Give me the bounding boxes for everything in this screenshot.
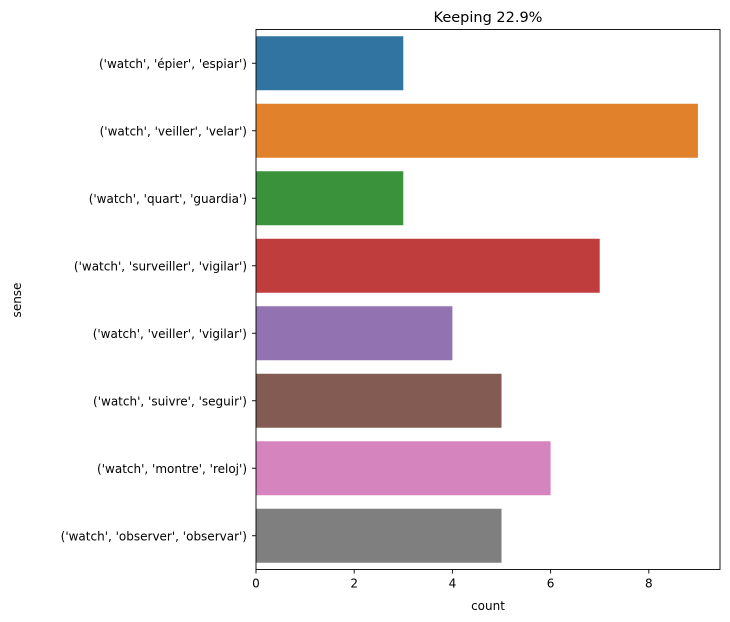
bar-5 — [256, 373, 502, 428]
x-tick-label-2: 4 — [449, 577, 457, 591]
chart-title: Keeping 22.9% — [434, 10, 543, 26]
bar-3 — [256, 238, 600, 293]
bar-0 — [256, 36, 404, 91]
y-tick-label-7: ('watch', 'observer', 'observar') — [61, 529, 247, 543]
bar-6 — [256, 441, 551, 496]
y-tick-label-0: ('watch', 'épier', 'espiar') — [99, 57, 247, 71]
y-tick-label-5: ('watch', 'suivre', 'seguir') — [93, 394, 247, 408]
bar-7 — [256, 508, 502, 563]
bar-2 — [256, 171, 404, 226]
y-tick-label-1: ('watch', 'veiller', 'velar') — [100, 124, 247, 138]
x-tick-label-3: 6 — [547, 577, 555, 591]
bar-1 — [256, 103, 698, 158]
y-tick-label-3: ('watch', 'surveiller', 'vigilar') — [74, 259, 247, 273]
x-tick-label-0: 0 — [252, 577, 260, 591]
bars-group — [256, 36, 698, 563]
y-tick-label-2: ('watch', 'quart', 'guardia') — [89, 192, 247, 206]
y-tick-label-4: ('watch', 'veiller', 'vigilar') — [93, 327, 247, 341]
plot-frame — [255, 29, 721, 570]
y-tick-label-6: ('watch', 'montre', 'reloj') — [97, 462, 247, 476]
x-axis-label: count — [471, 599, 505, 613]
x-tick-label-4: 8 — [645, 577, 653, 591]
y-axis-label: sense — [10, 283, 24, 318]
x-tick-label-1: 2 — [350, 577, 358, 591]
y-axis-ticks: ('watch', 'épier', 'espiar') ('watch', 'v… — [61, 57, 256, 543]
bar-4 — [256, 306, 453, 361]
x-axis-ticks: 0 2 4 6 8 — [252, 569, 653, 591]
